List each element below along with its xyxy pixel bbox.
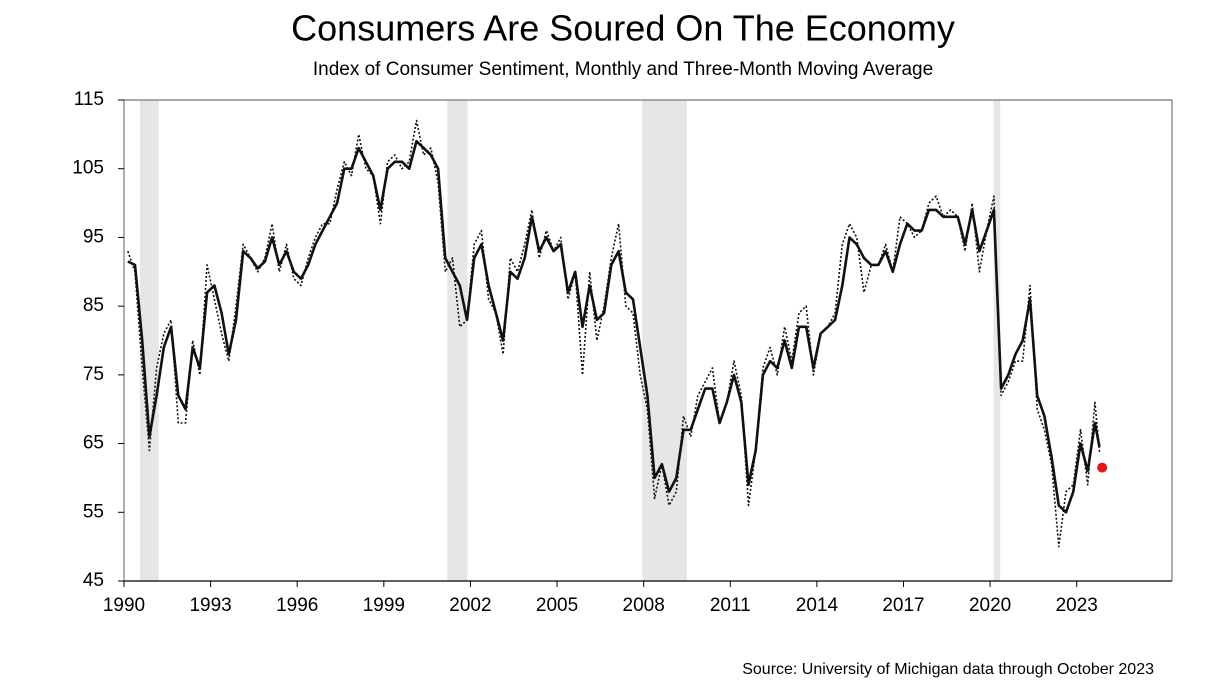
x-tick-label: 2002 [449, 595, 491, 616]
y-tick-label: 75 [83, 364, 104, 385]
x-tick-label: 2020 [969, 595, 1011, 616]
y-tick-label: 45 [83, 570, 104, 591]
x-tick-label: 1990 [103, 595, 145, 616]
x-tick-label: 1999 [363, 595, 405, 616]
x-tick-label: 2023 [1056, 595, 1098, 616]
latest-point [1097, 462, 1108, 473]
y-tick-label: 105 [72, 158, 104, 179]
recession-band [447, 100, 468, 581]
moving-average-line [127, 139, 1101, 514]
recession-band [642, 100, 687, 581]
plot-frame [123, 99, 1173, 581]
chart-title: Consumers Are Soured On The Economy [291, 8, 955, 49]
monthly-line [127, 119, 1101, 548]
x-tick-label: 2017 [882, 595, 924, 616]
x-tick-label: 2005 [536, 595, 578, 616]
x-tick-label: 1993 [189, 595, 231, 616]
source-note: Source: University of Michigan data thro… [742, 661, 1154, 678]
x-tick-label: 2008 [623, 595, 665, 616]
chart-subtitle: Index of Consumer Sentiment, Monthly and… [313, 59, 933, 80]
y-tick-label: 95 [83, 226, 104, 247]
recession-band [139, 100, 159, 581]
y-tick-label: 115 [74, 89, 104, 110]
y-tick-label: 65 [83, 433, 104, 454]
x-tick-label: 1996 [276, 595, 318, 616]
x-tick-label: 2014 [796, 595, 839, 616]
y-tick-label: 85 [83, 295, 104, 316]
x-tick-label: 2011 [710, 595, 751, 616]
recession-band [993, 100, 1001, 581]
y-tick-label: 55 [83, 501, 104, 522]
